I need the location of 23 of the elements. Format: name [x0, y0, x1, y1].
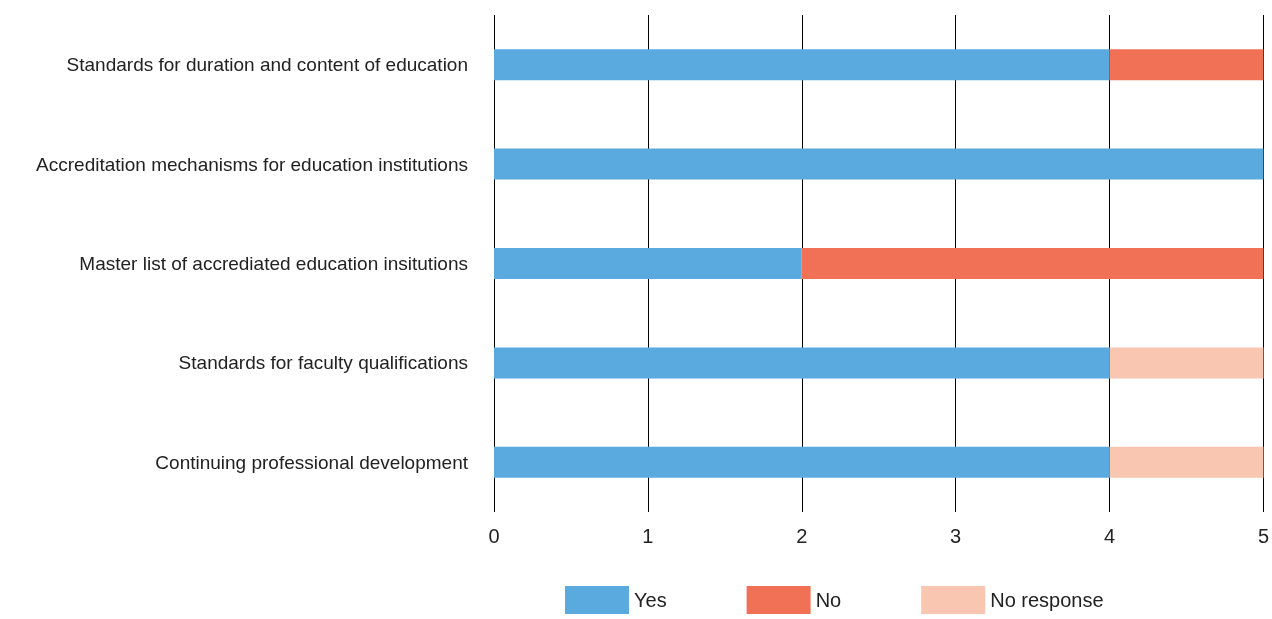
y-tick-label: Standards for faculty qualifications: [178, 352, 468, 374]
bar: [1109, 49, 1264, 81]
y-tick-label: Master list of accrediated education insitutions: [79, 253, 468, 274]
x-tick-label: 5: [1257, 525, 1269, 547]
x-tick-label: 1: [642, 525, 654, 547]
legend-label: No: [815, 589, 842, 611]
legend-label: Yes: [634, 589, 667, 611]
x-tick-label: 3: [950, 525, 962, 547]
bar: [494, 347, 1110, 379]
x-tick-label: 2: [796, 525, 808, 547]
bar: [494, 49, 1110, 81]
legend-label: No response: [990, 589, 1104, 611]
bar: [494, 446, 1110, 478]
bar: [494, 148, 1264, 180]
x-tick-label: 0: [488, 525, 500, 547]
bar: [801, 248, 1264, 279]
y-tick-label: Continuing professional development: [155, 451, 469, 473]
bar: [494, 248, 802, 279]
y-tick-label: Standards for duration and content of education: [66, 54, 468, 76]
bar: [1109, 446, 1264, 478]
x-tick-label: 4: [1103, 525, 1116, 547]
bar: [1109, 347, 1264, 379]
y-tick-label: Accreditation mechanisms for education institutions: [36, 153, 468, 175]
